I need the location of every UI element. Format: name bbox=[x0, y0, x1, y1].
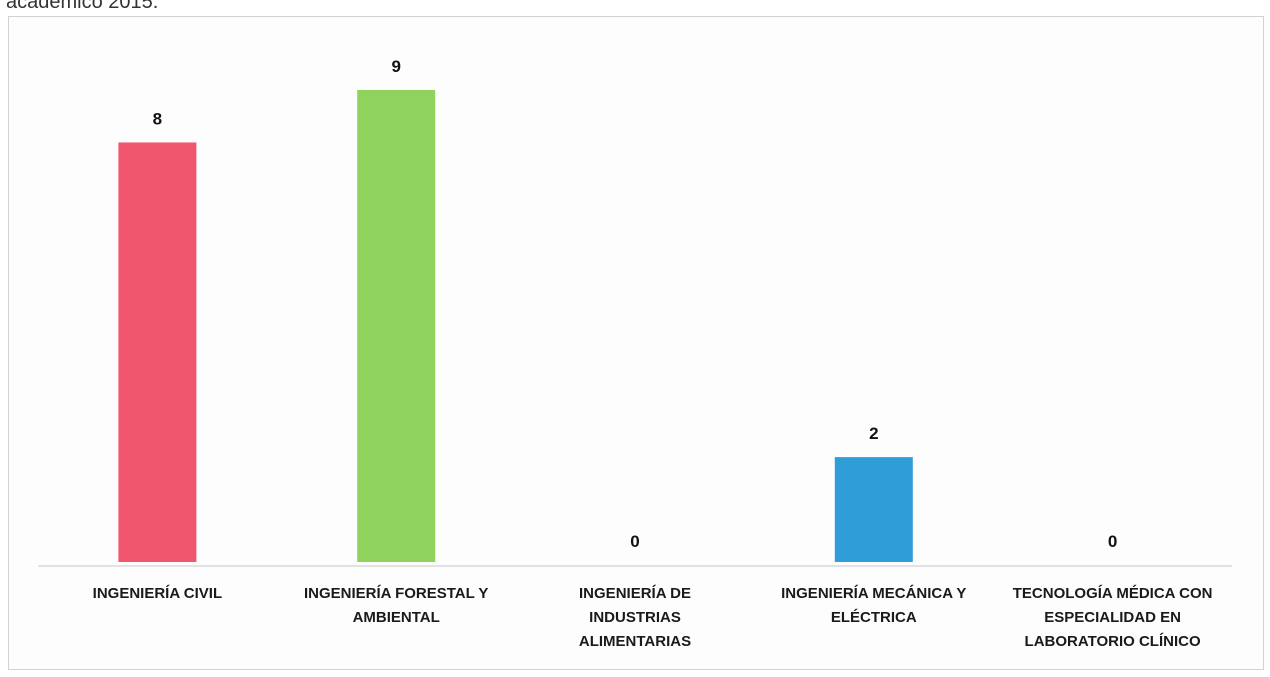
category-label-line: ALIMENTARIAS bbox=[579, 633, 691, 650]
category-label-3: INGENIERÍA DE INDUSTRIAS ALIMENTARIAS bbox=[579, 585, 691, 650]
category-label-line: INGENIERÍA FORESTAL Y bbox=[304, 585, 488, 602]
category-label-line: INGENIERÍA CIVIL bbox=[93, 585, 222, 602]
category-label-line: INGENIERÍA DE bbox=[579, 585, 691, 602]
data-label-4: 2 bbox=[869, 424, 878, 443]
category-label-line: TECNOLOGÍA MÉDICA CON bbox=[1013, 585, 1213, 602]
chart-frame bbox=[8, 16, 1264, 670]
category-label-line: AMBIENTAL bbox=[353, 609, 440, 626]
category-label-1: INGENIERÍA CIVIL bbox=[93, 585, 222, 602]
category-label-line: LABORATORIO CLÍNICO bbox=[1025, 633, 1201, 650]
page-top-text: académico 2015. bbox=[6, 0, 159, 13]
category-label-line: ELÉCTRICA bbox=[831, 609, 917, 626]
data-label-1: 8 bbox=[153, 109, 162, 128]
category-label-line: ESPECIALIDAD EN bbox=[1044, 609, 1181, 626]
category-label-line: INDUSTRIAS bbox=[589, 609, 681, 626]
category-label-line: INGENIERÍA MECÁNICA Y bbox=[781, 585, 966, 602]
category-label-4: INGENIERÍA MECÁNICA Y ELÉCTRICA bbox=[781, 585, 966, 626]
data-label-2: 9 bbox=[391, 57, 400, 76]
category-label-2: INGENIERÍA FORESTAL Y AMBIENTAL bbox=[304, 585, 488, 626]
bar-1 bbox=[118, 142, 197, 562]
bar-2 bbox=[357, 90, 436, 562]
category-label-5: TECNOLOGÍA MÉDICA CON ESPECIALIDAD EN LABO… bbox=[1013, 585, 1213, 650]
bar-4 bbox=[834, 457, 913, 562]
data-label-3: 0 bbox=[630, 532, 639, 551]
data-label-5: 0 bbox=[1108, 532, 1117, 551]
